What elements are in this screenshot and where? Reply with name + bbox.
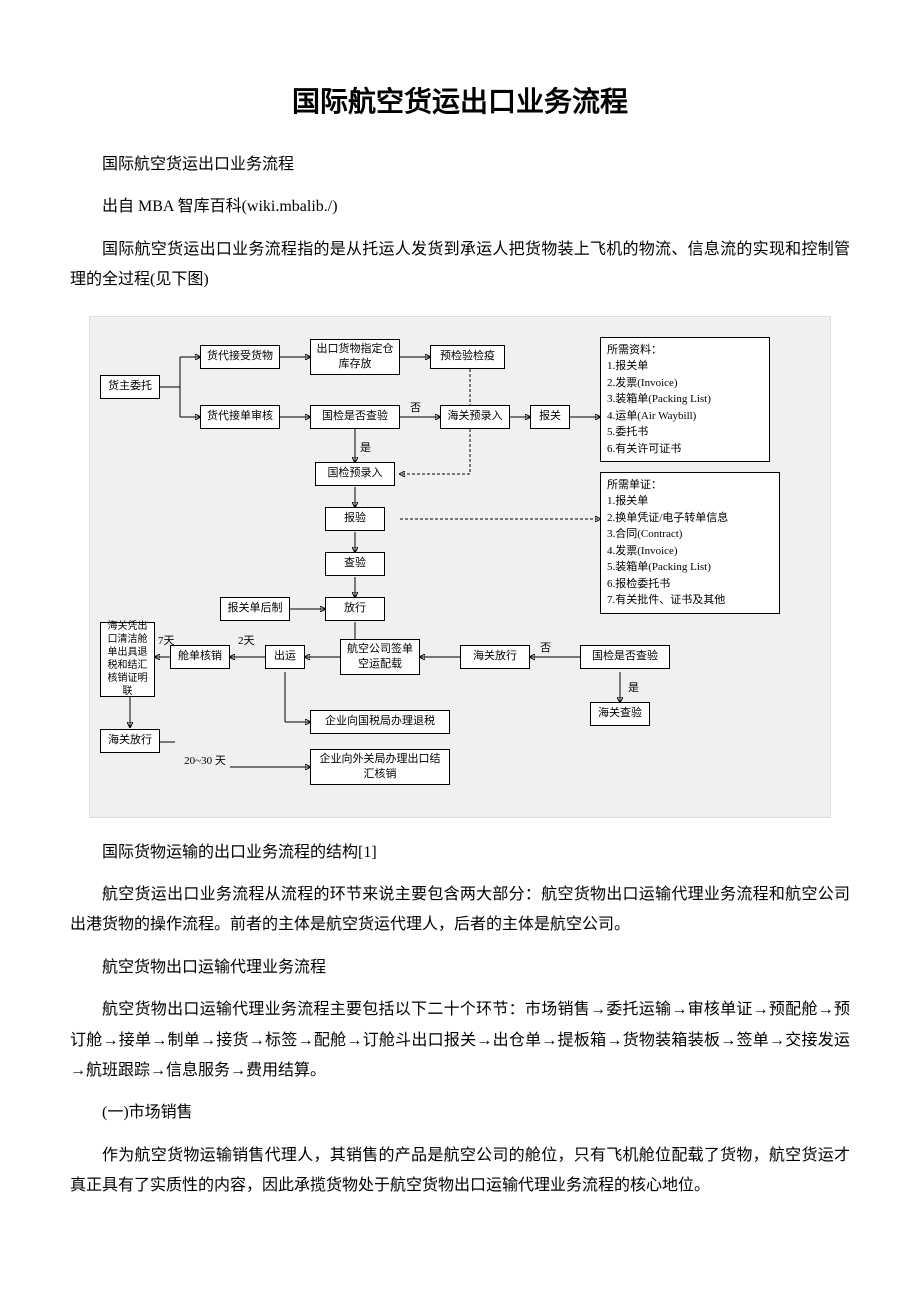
doc1-5: 5.委托书 [607, 424, 763, 441]
flowchart: 货主委托 货代接受货物 货代接单审核 出口货物指定仓库存放 预检验检疫 国检是否… [89, 316, 831, 818]
node-houzhi: 报关单后制 [220, 597, 290, 621]
doc1-6: 6.有关许可证书 [607, 441, 763, 458]
doc1-1: 1.报关单 [607, 358, 763, 375]
label-shi-1: 是 [360, 439, 371, 455]
label-shi-2: 是 [628, 679, 639, 695]
doc1-2: 2.发票(Invoice) [607, 375, 763, 392]
doc-list-2: 所需单证： 1.报关单 2.换单凭证/电子转单信息 3.合同(Contract)… [600, 472, 780, 614]
node-guojianchayan2: 国检是否查验 [580, 645, 670, 669]
doc2-5: 5.装箱单(Packing List) [607, 559, 773, 576]
subtitle-2: 出自 MBA 智库百科(wiki.mbalib./) [70, 192, 850, 222]
label-2: 2天 [238, 632, 255, 648]
node-chayan: 查验 [325, 552, 385, 576]
doc1-4: 4.运单(Air Waybill) [607, 408, 763, 425]
doc-list-1: 所需资料： 1.报关单 2.发票(Invoice) 3.装箱单(Packing … [600, 337, 770, 463]
node-yulu: 海关预录入 [440, 405, 510, 429]
label-fou-1: 否 [410, 399, 421, 415]
node-baoyan: 报验 [325, 507, 385, 531]
doc1-3: 3.装箱单(Packing List) [607, 391, 763, 408]
doc2-6: 6.报检委托书 [607, 576, 773, 593]
node-haiguanfangxing2: 海关放行 [100, 729, 160, 753]
node-waiguan: 企业向外关局办理出口结汇核销 [310, 749, 450, 785]
section-1-para: 作为航空货物运输销售代理人，其销售的产品是航空公司的舱位，只有飞机舱位配载了货物… [70, 1141, 850, 1202]
node-qiankong: 航空公司签单空运配载 [340, 639, 420, 675]
node-baoguan: 报关 [530, 405, 570, 429]
struct-title: 国际货物运输的出口业务流程的结构[1] [70, 838, 850, 868]
doc2-4: 4.发票(Invoice) [607, 543, 773, 560]
node-haiguanchayan: 海关查验 [590, 702, 650, 726]
label-7: 7天 [158, 632, 175, 648]
node-weituo: 货主委托 [100, 375, 160, 399]
node-days: 20~30 天 [175, 752, 235, 772]
node-chuyun: 出运 [265, 645, 305, 669]
struct-para: 航空货运出口业务流程从流程的环节来说主要包含两大部分：航空货物出口运输代理业务流… [70, 880, 850, 941]
node-qingjie: 海关凭出口清洁舱单出具退税和结汇核销证明联 [100, 622, 155, 697]
doc1-title: 所需资料： [607, 342, 763, 359]
node-tuishui: 企业向国税局办理退税 [310, 710, 450, 734]
proxy-title: 航空货物出口运输代理业务流程 [70, 953, 850, 983]
label-fou-2: 否 [540, 639, 551, 655]
node-shenhe: 货代接单审核 [200, 405, 280, 429]
section-1-title: (一)市场销售 [70, 1098, 850, 1128]
doc2-3: 3.合同(Contract) [607, 526, 773, 543]
node-yujian: 预检验检疫 [430, 345, 505, 369]
page-title: 国际航空货运出口业务流程 [70, 80, 850, 120]
node-jieshou: 货代接受货物 [200, 345, 280, 369]
doc2-title: 所需单证： [607, 477, 773, 494]
node-hexiao: 舱单核销 [170, 645, 230, 669]
proxy-para: 航空货物出口运输代理业务流程主要包括以下二十个环节：市场销售→委托运输→审核单证… [70, 995, 850, 1086]
node-fangxing: 放行 [325, 597, 385, 621]
subtitle-1: 国际航空货运出口业务流程 [70, 150, 850, 180]
doc2-1: 1.报关单 [607, 493, 773, 510]
node-chayanq: 国检是否查验 [310, 405, 400, 429]
node-haiguanfangxing: 海关放行 [460, 645, 530, 669]
doc2-2: 2.换单凭证/电子转单信息 [607, 510, 773, 527]
intro-para: 国际航空货运出口业务流程指的是从托运人发货到承运人把货物装上飞机的物流、信息流的… [70, 235, 850, 296]
node-guojianyulu: 国检预录入 [315, 462, 395, 486]
doc2-7: 7.有关批件、证书及其他 [607, 592, 773, 609]
node-cangku: 出口货物指定仓库存放 [310, 339, 400, 375]
